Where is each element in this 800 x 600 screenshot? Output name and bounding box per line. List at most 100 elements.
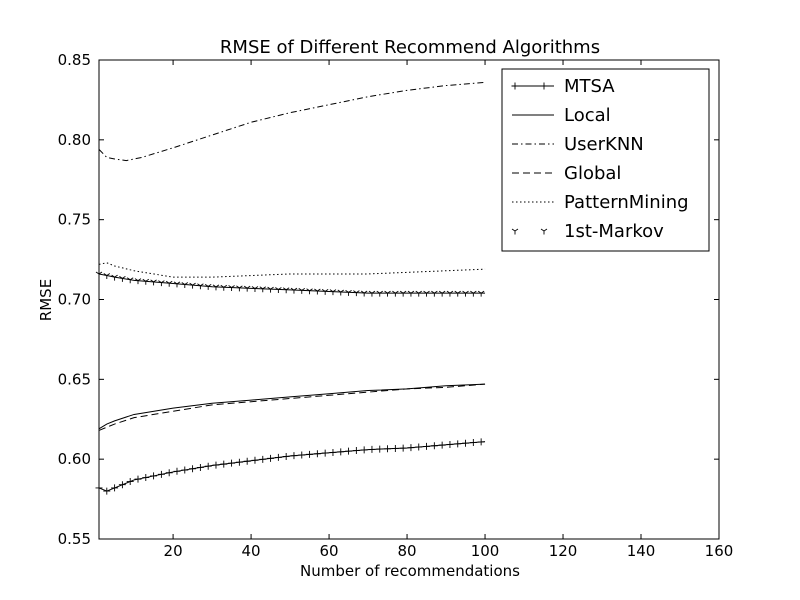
series-line — [98, 441, 486, 492]
series-point — [220, 284, 228, 291]
legend-marker — [511, 228, 519, 235]
legend-box — [501, 68, 710, 252]
series-point — [321, 449, 329, 457]
y-tick-label: 0.65 — [58, 370, 91, 388]
series-point — [477, 290, 485, 297]
series-point — [392, 290, 399, 297]
series-local — [98, 383, 486, 430]
series-point — [118, 481, 126, 489]
series-point — [454, 440, 462, 448]
series-point — [282, 452, 290, 460]
y-axis-label: RMSE — [37, 279, 55, 321]
series-point — [212, 284, 220, 291]
series-point — [204, 462, 212, 470]
legend-entry: MTSA — [511, 76, 615, 97]
series-point — [134, 475, 142, 483]
series-point — [228, 285, 235, 292]
series-point — [368, 445, 376, 453]
series-mtsa — [95, 438, 486, 495]
y-tick-label: 0.75 — [58, 211, 91, 229]
x-tick-label: 40 — [242, 542, 261, 560]
series-point — [329, 448, 337, 456]
series-line — [98, 383, 486, 430]
legend-entry: PatternMining — [512, 192, 689, 213]
legend-entry: 1st-Markov — [511, 221, 664, 242]
series-line — [98, 262, 486, 278]
series-point — [111, 274, 118, 281]
series-global — [98, 383, 486, 431]
series-layer — [95, 81, 486, 495]
x-axis-label: Number of recommendations — [300, 562, 520, 580]
series-patternmining — [98, 262, 486, 278]
series-point — [298, 451, 306, 459]
series-point — [173, 467, 181, 475]
series-point — [103, 487, 111, 495]
series-point — [150, 472, 158, 480]
series-point — [189, 282, 196, 289]
series-point — [477, 438, 485, 446]
series-point — [345, 289, 352, 296]
series-point — [173, 281, 181, 288]
y-tick-label: 0.80 — [58, 131, 91, 149]
series-point — [306, 288, 313, 295]
legend-marker — [540, 82, 548, 90]
x-tick-label: 140 — [627, 542, 656, 560]
series-point — [274, 453, 282, 461]
series-point — [360, 446, 368, 454]
series-point — [438, 441, 446, 449]
ticks-layer: 20 40 60 80 100 120 140 160 0.55 0.60 0.65 0.70 0.75… — [58, 51, 734, 560]
series-point — [103, 273, 111, 280]
legend-entry: Local — [512, 105, 611, 126]
x-tick-label: 80 — [398, 542, 417, 560]
series-line — [98, 273, 486, 294]
series-point — [165, 469, 173, 477]
series-point — [399, 290, 407, 297]
series-point — [470, 290, 477, 297]
series-point — [243, 285, 251, 292]
series-point — [423, 290, 430, 297]
series-point — [462, 439, 470, 447]
series-point — [329, 289, 337, 296]
series-point — [212, 461, 220, 469]
series-point — [251, 286, 259, 292]
series-point — [446, 440, 454, 448]
series-1st-markov — [95, 271, 486, 297]
series-point — [462, 290, 469, 297]
series-point — [181, 282, 189, 288]
series-point — [158, 280, 165, 287]
series-point — [204, 284, 212, 290]
series-point — [438, 290, 446, 297]
series-point — [197, 283, 204, 290]
series-point — [142, 278, 150, 285]
series-point — [290, 452, 298, 460]
series-point — [407, 444, 415, 452]
series-point — [282, 287, 290, 294]
series-point — [345, 447, 353, 455]
series-point — [181, 466, 189, 474]
series-point — [353, 290, 360, 297]
series-point — [111, 484, 119, 492]
series-point — [337, 289, 345, 296]
series-point — [407, 290, 415, 297]
series-point — [415, 290, 422, 297]
series-point — [259, 455, 267, 463]
series-point — [321, 288, 329, 295]
series-point — [431, 290, 438, 297]
series-line — [98, 81, 486, 162]
x-tick-label: 60 — [320, 542, 339, 560]
series-point — [391, 444, 399, 452]
series-point — [251, 456, 259, 464]
series-point — [446, 290, 454, 297]
y-tick-label: 0.70 — [58, 291, 91, 309]
legend: MTSA Local UserKNN Global PatternMining 1st-M… — [501, 68, 710, 252]
series-point — [423, 442, 431, 450]
series-point — [314, 288, 321, 295]
series-point — [243, 457, 251, 465]
series-point — [275, 287, 282, 293]
series-point — [430, 442, 438, 450]
series-point — [415, 443, 423, 451]
series-point — [384, 290, 391, 297]
series-point — [368, 290, 376, 297]
x-tick-label: 100 — [471, 542, 500, 560]
